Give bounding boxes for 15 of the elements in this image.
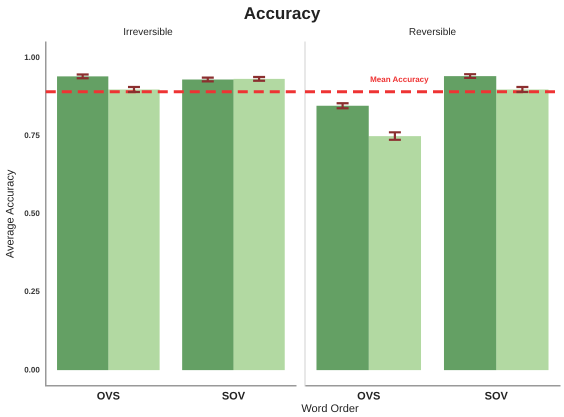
x-tick-label: SOV <box>222 390 246 402</box>
y-tick-label: 0.50 <box>24 209 40 218</box>
y-tick-label: 0.75 <box>24 130 40 140</box>
x-tick-label: OVS <box>96 390 120 402</box>
chart-subtitle: Reversible <box>408 26 457 38</box>
y-axis-title: Average Accuracy <box>4 169 17 258</box>
x-axis-title: Word Order <box>300 403 360 415</box>
y-tick-label: 0.00 <box>24 365 40 374</box>
y-tick-label: 0.25 <box>24 287 40 296</box>
ref-line-label: Mean Accuracy <box>370 74 430 84</box>
x-tick-label: SOV <box>484 390 509 402</box>
chart-title: Accuracy <box>242 4 322 24</box>
chart-subtitle: Irreversible <box>123 26 174 38</box>
x-tick-label: OVS <box>357 390 380 402</box>
y-tick-label: 1.00 <box>24 52 40 62</box>
